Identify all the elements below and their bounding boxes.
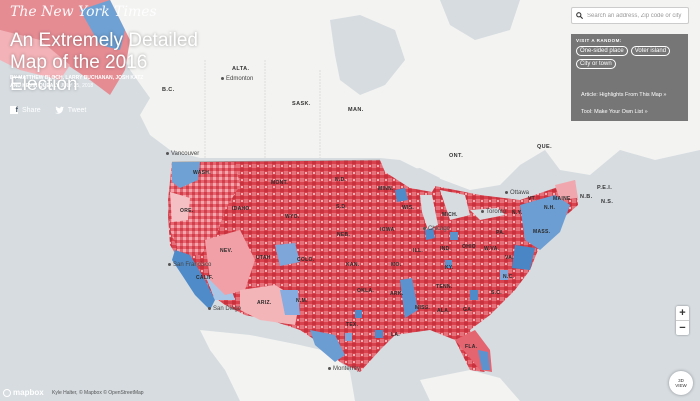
article-highlights-link[interactable]: Article: Highlights From This Map » xyxy=(581,92,667,98)
state-label: MISS. xyxy=(415,305,431,311)
state-label: NEV. xyxy=(220,248,233,254)
byline-authors-cont: and KEVIN QUEALY xyxy=(10,83,60,89)
state-label: OHIO xyxy=(462,244,476,250)
zoom-out-button[interactable]: − xyxy=(679,322,686,334)
map-label-city: Vancouver xyxy=(166,151,199,157)
state-label: ARK. xyxy=(390,291,404,297)
map-label-province: B.C. xyxy=(162,87,175,93)
zoom-divider xyxy=(676,320,689,321)
state-label: VA. xyxy=(505,255,514,261)
state-label: CALIF. xyxy=(196,275,214,281)
nyt-logo[interactable]: The New York Times xyxy=(10,4,157,20)
3d-view-sublabel: VIEW xyxy=(675,383,687,388)
map-label-province: P.E.I. xyxy=(597,185,613,191)
byline-date: JULY 25, 2018 xyxy=(60,83,94,89)
3d-view-label: 3D xyxy=(678,378,684,383)
state-label: ARIZ. xyxy=(257,300,272,306)
state-label: IND. xyxy=(440,246,452,252)
map-label-province: MAN. xyxy=(348,107,364,113)
state-label: WIS. xyxy=(402,205,415,211)
state-label: IDAHO xyxy=(232,206,250,212)
map-label-city: Ottawa xyxy=(505,190,529,196)
search-input[interactable] xyxy=(587,12,687,19)
state-label: MINN. xyxy=(378,186,394,192)
facebook-share-button[interactable]: f Share xyxy=(10,106,41,114)
state-label: W.VA. xyxy=(484,246,500,252)
state-label: MICH. xyxy=(442,212,458,218)
state-label: WYO. xyxy=(285,214,300,220)
state-label: COLO. xyxy=(297,257,315,263)
state-label: ILL. xyxy=(413,248,424,254)
state-label: WASH. xyxy=(193,170,211,176)
map-label-province: QUE. xyxy=(537,144,553,150)
share-bar: f Share Tweet xyxy=(10,106,86,114)
twitter-share-button[interactable]: Tweet xyxy=(54,106,87,114)
map-label-city: Toronto xyxy=(481,209,506,215)
state-label: VT. xyxy=(528,196,537,202)
map-label-city: San Diego xyxy=(208,306,241,312)
state-label: NEB. xyxy=(337,232,351,238)
map-label-province: ALTA. xyxy=(232,66,250,72)
map-attribution[interactable]: Kyle Halter, © Mapbox © OpenStreetMap xyxy=(52,390,144,396)
twitter-share-label: Tweet xyxy=(67,106,87,114)
state-label: MASS. xyxy=(533,229,551,235)
state-label: FLA. xyxy=(465,344,478,350)
state-label: LA. xyxy=(391,332,400,338)
one-sided-place-button[interactable]: One-sided place xyxy=(576,46,628,56)
state-label: MONT. xyxy=(271,180,289,186)
map-label-city: Edmonton xyxy=(221,76,253,82)
state-label: S.C. xyxy=(491,290,502,296)
address-search[interactable] xyxy=(571,7,689,24)
state-label: N.C. xyxy=(503,274,515,280)
state-label: KY. xyxy=(445,265,454,271)
mapbox-logo[interactable]: mapbox xyxy=(3,388,44,397)
make-your-own-list-link[interactable]: Tool: Make Your Own List » xyxy=(581,109,648,115)
byline-authors: By MATTHEW BLOCH, LARRY BUCHANAN, JOSH K… xyxy=(10,75,144,81)
map-label-city: San Francisco xyxy=(168,262,211,268)
voter-island-button[interactable]: Voter island xyxy=(630,46,671,56)
map-label-province: SASK. xyxy=(292,101,311,107)
state-label: TEX. xyxy=(346,322,359,328)
map-label-province: N.S. xyxy=(601,199,614,205)
page-title: An Extremely Detailed Map of the 2016 El… xyxy=(10,30,198,95)
state-label: TENN. xyxy=(436,284,453,290)
state-label: N.Y. xyxy=(512,210,523,216)
state-label: N.D. xyxy=(335,177,347,183)
state-label: N.H. xyxy=(544,205,556,211)
state-label: MAINE xyxy=(553,196,571,202)
mapbox-icon xyxy=(3,388,11,397)
byline: By MATTHEW BLOCH, LARRY BUCHANAN, JOSH K… xyxy=(10,74,175,90)
city-or-town-button[interactable]: City or town xyxy=(576,59,616,69)
random-buttons: One-sided place Voter island City or tow… xyxy=(576,46,683,69)
3d-view-button[interactable]: 3D VIEW xyxy=(669,371,693,395)
mapbox-wordmark: mapbox xyxy=(13,388,44,397)
state-label: KAN. xyxy=(346,262,360,268)
random-place-panel: VISIT A RANDOM: One-sided place Voter is… xyxy=(571,34,688,121)
state-label: N.M. xyxy=(296,298,308,304)
state-label: GA. xyxy=(463,307,473,313)
facebook-share-label: Share xyxy=(22,106,41,114)
state-label: MO. xyxy=(391,262,402,268)
state-label: ORE. xyxy=(180,208,194,214)
zoom-control: + − xyxy=(676,306,689,335)
state-label: UTAH xyxy=(256,255,271,261)
map-label-province: ONT. xyxy=(449,153,464,159)
panel-heading: VISIT A RANDOM: xyxy=(576,38,622,43)
twitter-icon xyxy=(54,106,64,114)
state-label: OKLA. xyxy=(357,288,375,294)
zoom-in-button[interactable]: + xyxy=(679,307,686,319)
map-label-province: N.B. xyxy=(580,194,593,200)
facebook-icon: f xyxy=(10,106,18,114)
state-label: PA. xyxy=(496,230,505,236)
state-label: ALA. xyxy=(437,308,450,314)
map-label-city: Chicago xyxy=(423,226,450,232)
state-label: IOWA xyxy=(380,227,395,233)
map-label-city: Monterrey xyxy=(328,366,360,372)
state-label: S.D. xyxy=(336,204,347,210)
search-icon xyxy=(576,12,583,19)
